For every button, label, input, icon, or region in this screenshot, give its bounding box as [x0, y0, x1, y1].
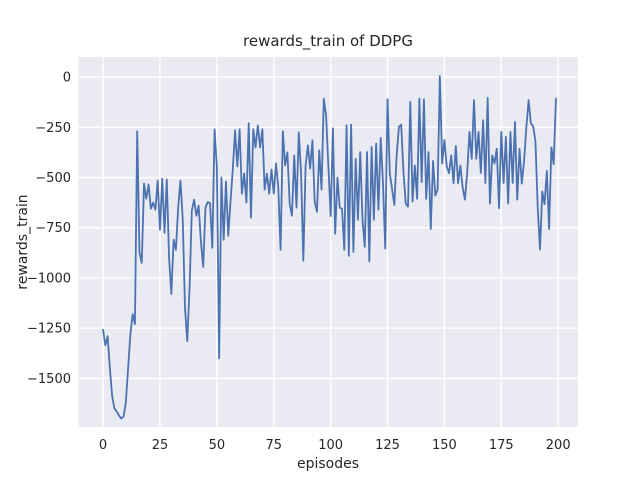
x-tick-label: 50 — [209, 438, 226, 453]
y-axis-label: rewards_train — [15, 194, 31, 289]
series-layer — [102, 75, 557, 420]
y-tick-label: −500 — [35, 171, 71, 186]
x-tick-label: 0 — [99, 438, 107, 453]
y-tick-label: −1250 — [27, 322, 71, 337]
rewards-train-line — [102, 75, 557, 420]
x-tick-label: 200 — [546, 438, 571, 453]
y-tick-label: −1500 — [27, 372, 71, 387]
y-tick-label: −1000 — [27, 271, 71, 286]
y-tick-label: −750 — [35, 221, 71, 236]
y-tick-label: −250 — [35, 121, 71, 136]
x-tick-label: 125 — [375, 438, 400, 453]
chart-title: rewards_train of DDPG — [243, 32, 413, 51]
tick-labels: 0 25 50 75 100 125 150 175 200 0 −250 −500 −750 −1000… — [27, 71, 571, 453]
x-tick-label: 150 — [432, 438, 457, 453]
x-tick-label: 75 — [265, 438, 282, 453]
plot-area — [78, 57, 578, 427]
y-tick-label: 0 — [63, 71, 71, 86]
x-tick-label: 175 — [489, 438, 514, 453]
x-tick-label: 100 — [318, 438, 343, 453]
x-axis-label: episodes — [297, 456, 359, 472]
x-tick-label: 25 — [152, 438, 169, 453]
